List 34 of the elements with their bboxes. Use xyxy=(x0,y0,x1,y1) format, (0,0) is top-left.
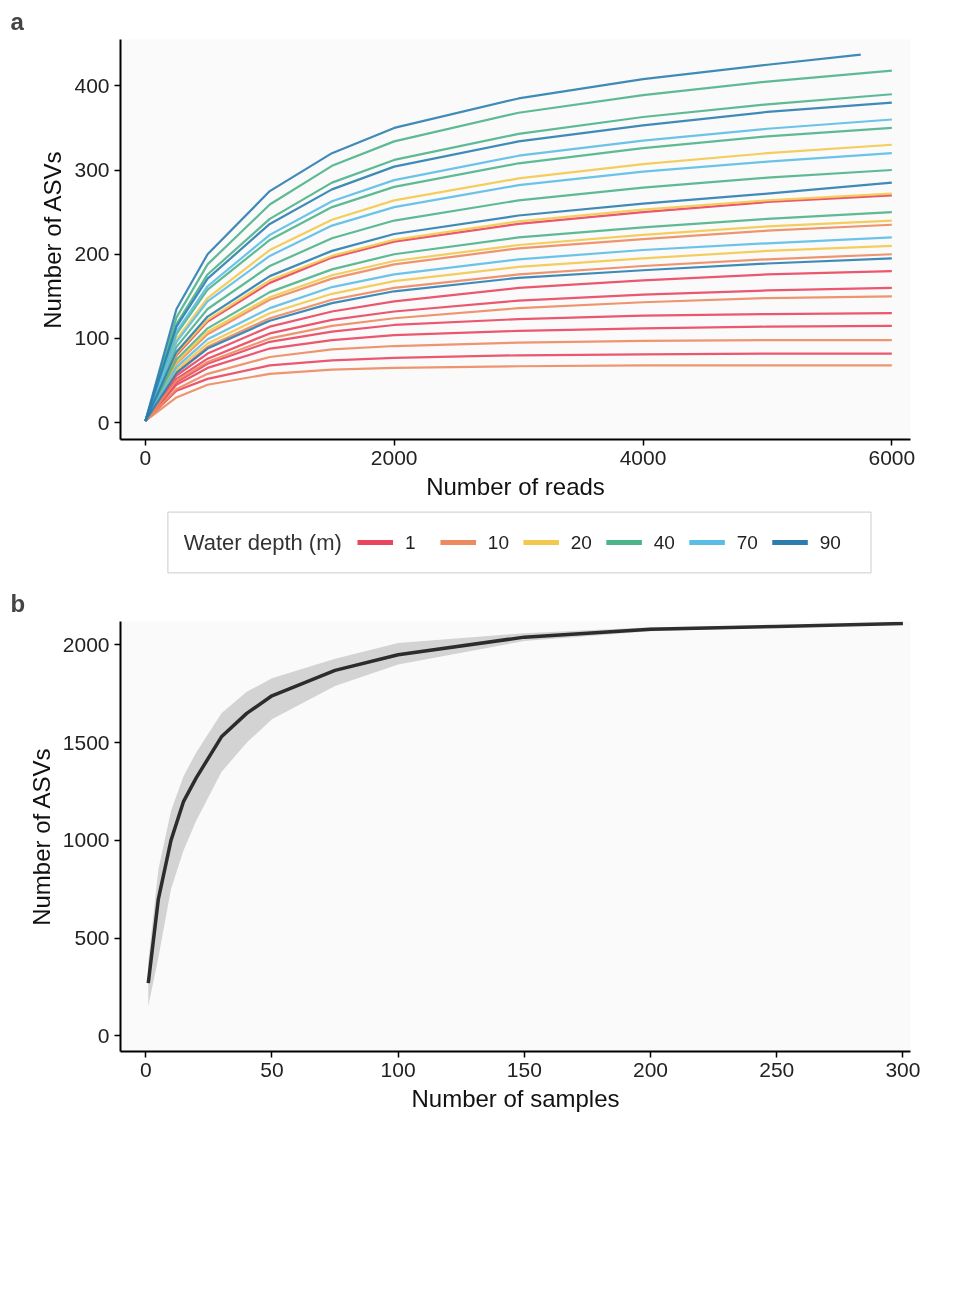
x-tick-label: 250 xyxy=(759,1057,795,1081)
chart-title: b xyxy=(10,589,26,617)
x-axis-title: Number of reads xyxy=(426,472,605,500)
legend-label: 70 xyxy=(736,532,758,553)
chart-title: a xyxy=(10,7,25,35)
y-tick-label: 500 xyxy=(74,926,110,950)
x-axis-title: Number of samples xyxy=(411,1084,620,1112)
x-tick-label: 50 xyxy=(260,1057,284,1081)
x-tick-label: 0 xyxy=(139,1057,152,1081)
y-tick-label: 400 xyxy=(74,73,110,97)
y-tick-label: 2000 xyxy=(62,632,110,656)
x-tick-label: 200 xyxy=(633,1057,669,1081)
y-tick-label: 1500 xyxy=(62,730,110,754)
y-tick-label: 200 xyxy=(74,242,110,266)
legend-label: 10 xyxy=(487,532,509,553)
y-axis-title: Number of ASVs xyxy=(39,151,67,329)
y-axis-title: Number of ASVs xyxy=(27,748,55,926)
legend-label: 20 xyxy=(570,532,592,553)
legend-title: Water depth (m) xyxy=(183,530,342,555)
x-tick-label: 2000 xyxy=(370,445,418,469)
y-tick-label: 0 xyxy=(97,1023,110,1047)
x-tick-label: 6000 xyxy=(868,445,916,469)
legend-label: 1 xyxy=(404,532,416,553)
x-tick-label: 100 xyxy=(380,1057,416,1081)
x-tick-label: 300 xyxy=(885,1057,921,1081)
y-tick-label: 1000 xyxy=(62,828,110,852)
y-tick-label: 300 xyxy=(74,158,110,182)
legend-label: 90 xyxy=(819,532,841,553)
legend-label: 40 xyxy=(653,532,675,553)
x-tick-label: 4000 xyxy=(619,445,667,469)
x-tick-label: 150 xyxy=(506,1057,542,1081)
y-tick-label: 0 xyxy=(97,410,110,434)
y-tick-label: 100 xyxy=(74,326,110,350)
x-tick-label: 0 xyxy=(139,445,152,469)
